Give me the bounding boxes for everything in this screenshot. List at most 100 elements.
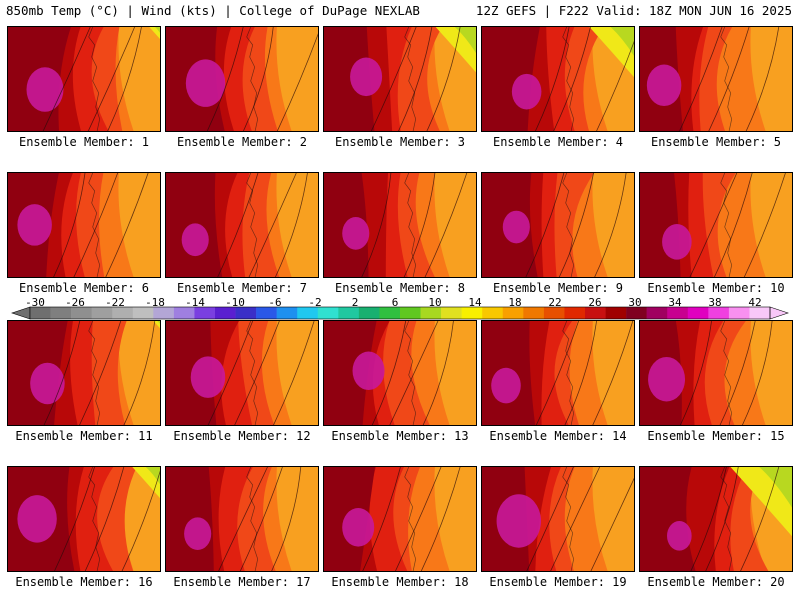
temperature-colorbar <box>11 306 789 320</box>
ensemble-member-label-2: Ensemble Member: 2 <box>176 135 308 149</box>
ensemble-member-map-12 <box>165 320 319 426</box>
ensemble-member-map-1 <box>7 26 161 132</box>
ensemble-member-label-3: Ensemble Member: 3 <box>334 135 466 149</box>
colorbar-tick-label: -22 <box>105 296 125 309</box>
colorbar-tick-label: 10 <box>428 296 442 309</box>
colorbar-swatch <box>235 307 257 319</box>
chart-title-right: 12Z GEFS | F222 Valid: 18Z MON JUN 16 20… <box>475 3 792 18</box>
chart-title-left: 850mb Temp (°C) | Wind (kts) | College o… <box>6 3 420 18</box>
ensemble-member-label-5: Ensemble Member: 5 <box>650 135 782 149</box>
temperature-field-11 <box>8 321 160 425</box>
temperature-field-10 <box>640 173 792 277</box>
colorbar-swatch <box>749 307 771 319</box>
colorbar-swatch <box>379 307 401 319</box>
temperature-field-3 <box>324 27 476 131</box>
colorbar-swatch <box>338 307 360 319</box>
colorbar-tick-label: -2 <box>308 296 322 309</box>
colorbar-tick-label: 30 <box>628 296 642 309</box>
ensemble-member-label-7: Ensemble Member: 7 <box>176 281 308 295</box>
ensemble-member-map-6 <box>7 172 161 278</box>
colorbar-swatch <box>173 307 195 319</box>
ensemble-member-label-19: Ensemble Member: 19 <box>489 575 627 589</box>
colorbar-swatch <box>317 307 339 319</box>
ensemble-member-label-10: Ensemble Member: 10 <box>647 281 785 295</box>
temperature-field-5 <box>640 27 792 131</box>
colorbar-swatch <box>132 307 154 319</box>
colorbar-swatch <box>646 307 668 319</box>
temperature-field-7 <box>166 173 318 277</box>
colorbar-tick-label: -10 <box>225 296 245 309</box>
colorbar-swatch <box>358 307 380 319</box>
colorbar-swatch <box>708 307 730 319</box>
ensemble-member-map-8 <box>323 172 477 278</box>
colorbar-swatch <box>728 307 750 319</box>
temperature-field-2 <box>166 27 318 131</box>
ensemble-member-map-13 <box>323 320 477 426</box>
colorbar-tick-label: 6 <box>391 296 399 309</box>
temperature-field-12 <box>166 321 318 425</box>
temperature-field-20 <box>640 467 792 571</box>
colorbar-tick-label: 14 <box>468 296 482 309</box>
colorbar-swatch <box>50 307 72 319</box>
colorbar-tick-label: -6 <box>268 296 282 309</box>
ensemble-member-map-11 <box>7 320 161 426</box>
temperature-field-13 <box>324 321 476 425</box>
ensemble-member-label-16: Ensemble Member: 16 <box>15 575 153 589</box>
ensemble-member-label-6: Ensemble Member: 6 <box>18 281 150 295</box>
temperature-field-15 <box>640 321 792 425</box>
temperature-field-6 <box>8 173 160 277</box>
ensemble-member-map-16 <box>7 466 161 572</box>
temperature-field-19 <box>482 467 634 571</box>
temperature-field-9 <box>482 173 634 277</box>
ensemble-member-label-1: Ensemble Member: 1 <box>18 135 150 149</box>
ensemble-member-label-17: Ensemble Member: 17 <box>173 575 311 589</box>
colorbar-tick-label: -18 <box>145 296 165 309</box>
colorbar-swatch <box>297 307 319 319</box>
colorbar-tick-label: -26 <box>65 296 85 309</box>
temperature-field-4 <box>482 27 634 131</box>
ensemble-member-map-10 <box>639 172 793 278</box>
colorbar-tick-label: 42 <box>748 296 762 309</box>
colorbar-swatch <box>71 307 92 319</box>
colorbar-right-arrow <box>769 306 789 320</box>
temperature-field-1 <box>8 27 160 131</box>
ensemble-member-map-15 <box>639 320 793 426</box>
colorbar-swatch <box>482 307 504 319</box>
ensemble-member-map-7 <box>165 172 319 278</box>
ensemble-member-label-14: Ensemble Member: 14 <box>489 429 627 443</box>
ensemble-member-label-11: Ensemble Member: 11 <box>15 429 153 443</box>
ensemble-member-map-19 <box>481 466 635 572</box>
colorbar-swatch <box>502 307 524 319</box>
colorbar-tick-label: -14 <box>185 296 205 309</box>
colorbar-swatch <box>687 307 709 319</box>
ensemble-member-label-20: Ensemble Member: 20 <box>647 575 785 589</box>
colorbar-swatch <box>564 307 586 319</box>
colorbar-swatch <box>523 307 545 319</box>
ensemble-member-map-5 <box>639 26 793 132</box>
ensemble-member-map-4 <box>481 26 635 132</box>
colorbar-swatch <box>420 307 442 319</box>
colorbar-tick-label: 22 <box>548 296 562 309</box>
temperature-field-14 <box>482 321 634 425</box>
temperature-field-8 <box>324 173 476 277</box>
temperature-field-17 <box>166 467 318 571</box>
colorbar-tick-label: 26 <box>588 296 602 309</box>
colorbar-swatch <box>605 307 627 319</box>
ensemble-member-label-13: Ensemble Member: 13 <box>331 429 469 443</box>
colorbar-swatch <box>153 307 175 319</box>
ensemble-member-map-18 <box>323 466 477 572</box>
colorbar-swatch <box>30 307 51 319</box>
colorbar-swatch <box>91 307 113 319</box>
ensemble-member-map-17 <box>165 466 319 572</box>
colorbar-swatch <box>626 307 647 319</box>
ensemble-member-label-4: Ensemble Member: 4 <box>492 135 624 149</box>
colorbar-swatch <box>400 307 421 319</box>
colorbar-swatch <box>461 307 483 319</box>
colorbar-tick-label: 18 <box>508 296 522 309</box>
ensemble-member-label-8: Ensemble Member: 8 <box>334 281 466 295</box>
colorbar-swatch <box>194 307 216 319</box>
colorbar-swatch <box>256 307 277 319</box>
colorbar-swatch <box>441 307 462 319</box>
ensemble-member-label-18: Ensemble Member: 18 <box>331 575 469 589</box>
ensemble-member-map-9 <box>481 172 635 278</box>
